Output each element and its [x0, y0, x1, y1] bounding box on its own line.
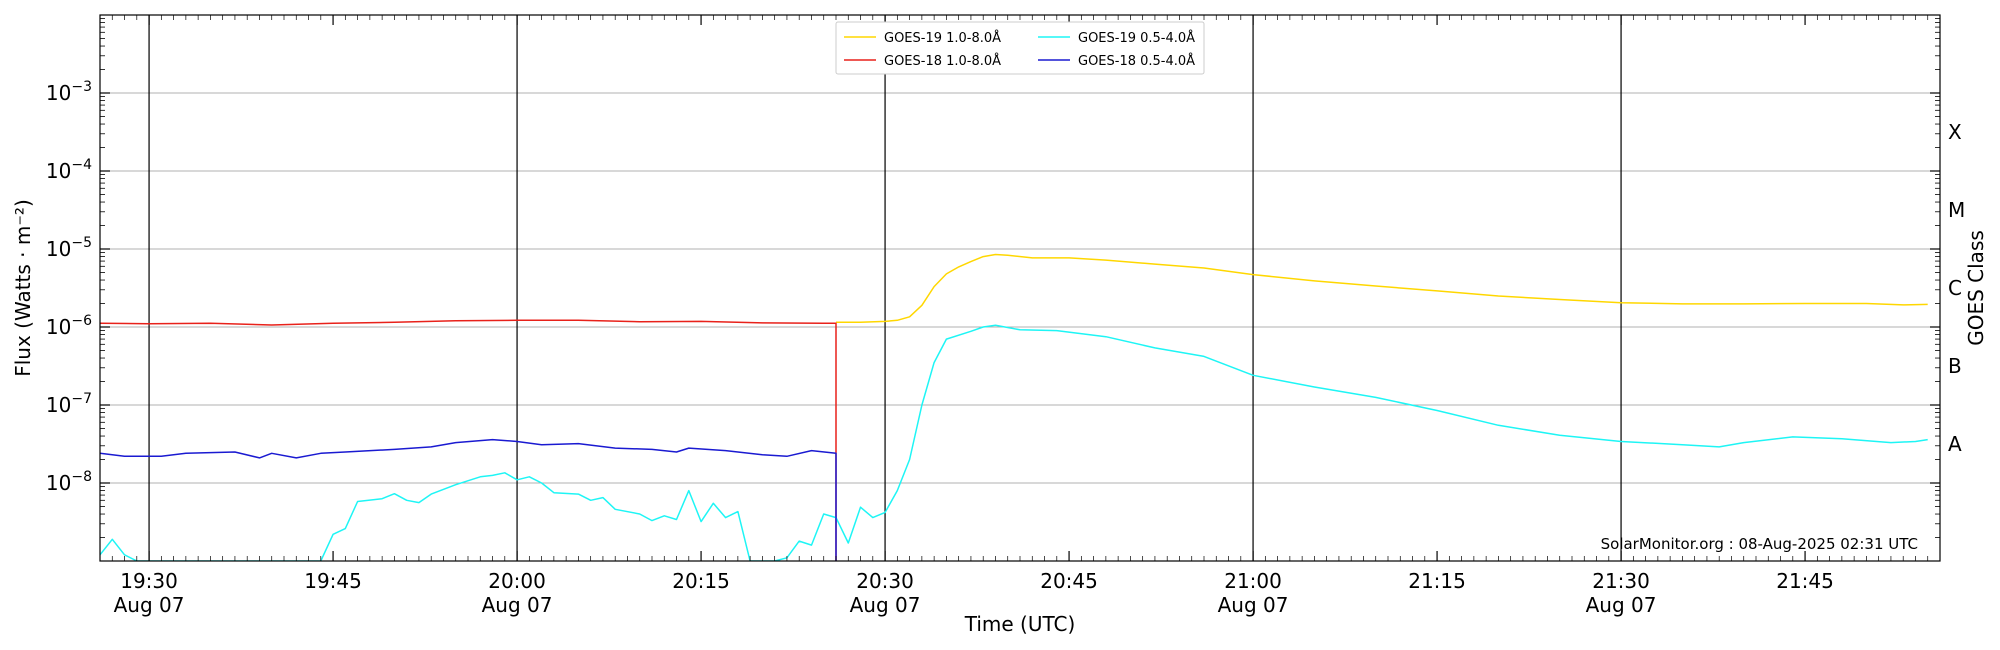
- time-marker-layer: [148, 15, 1622, 561]
- goes-class-labels: A B C M X: [1948, 120, 1965, 456]
- tick-layer: [99, 15, 1941, 561]
- y-tick-label-1: 10−7: [46, 391, 92, 417]
- goes-class-c: C: [1948, 276, 1962, 300]
- series-line-3: [100, 438, 837, 561]
- legend-label-2: GOES-19 0.5-4.0Å: [1078, 30, 1195, 46]
- plot-frame: [99, 14, 1941, 562]
- legend-label-0: GOES-19 1.0-8.0Å: [884, 30, 1001, 46]
- y-tick-label-5: 10−3: [46, 79, 92, 105]
- x-tick-time-7: 21:15: [1408, 569, 1466, 593]
- credit-text: SolarMonitor.org : 08-Aug-2025 02:31 UTC: [1601, 535, 1918, 553]
- goes-class-m: M: [1948, 198, 1965, 222]
- grid-layer: [100, 92, 1940, 484]
- legend: GOES-19 1.0-8.0Å GOES-18 1.0-8.0Å GOES-19 …: [835, 21, 1205, 75]
- x-tick-time-6: 21:00: [1224, 569, 1282, 593]
- goes-class-a: A: [1948, 432, 1962, 456]
- x-tick-date-8: Aug 07: [1586, 593, 1657, 617]
- y2-axis-title: GOES Class: [1964, 230, 1988, 346]
- y-tick-label-3: 10−5: [46, 235, 92, 261]
- series-line-0: [836, 253, 1928, 324]
- legend-box: [835, 21, 1205, 75]
- goes-class-b: B: [1948, 354, 1962, 378]
- x-tick-time-9: 21:45: [1776, 569, 1834, 593]
- x-tick-time-2: 20:00: [488, 569, 546, 593]
- x-tick-date-6: Aug 07: [1218, 593, 1289, 617]
- goes-class-x: X: [1948, 120, 1962, 144]
- y-axis-title: Flux (Watts · m⁻²): [11, 199, 35, 377]
- x-tick-time-1: 19:45: [304, 569, 362, 593]
- x-axis-title: Time (UTC): [964, 612, 1076, 636]
- x-tick-date-0: Aug 07: [114, 593, 185, 617]
- x-tick-date-4: Aug 07: [850, 593, 921, 617]
- legend-label-1: GOES-18 1.0-8.0Å: [884, 53, 1001, 69]
- y-tick-labels: 10−8 10−7 10−6 10−5 10−4 10−3: [46, 79, 92, 495]
- x-tick-time-5: 20:45: [1040, 569, 1098, 593]
- y-tick-label-0: 10−8: [46, 469, 92, 495]
- legend-label-3: GOES-18 0.5-4.0Å: [1078, 53, 1195, 69]
- x-tick-date-2: Aug 07: [482, 593, 553, 617]
- x-tick-time-8: 21:30: [1592, 569, 1650, 593]
- x-tick-time-4: 20:30: [856, 569, 914, 593]
- series-line-1: [100, 319, 837, 561]
- x-tick-time-0: 19:30: [120, 569, 178, 593]
- series-layer: [100, 253, 1928, 561]
- series-line-2: [100, 324, 1928, 561]
- y-tick-label-2: 10−6: [46, 313, 92, 339]
- y-tick-label-4: 10−4: [46, 157, 92, 183]
- x-tick-time-3: 20:15: [672, 569, 730, 593]
